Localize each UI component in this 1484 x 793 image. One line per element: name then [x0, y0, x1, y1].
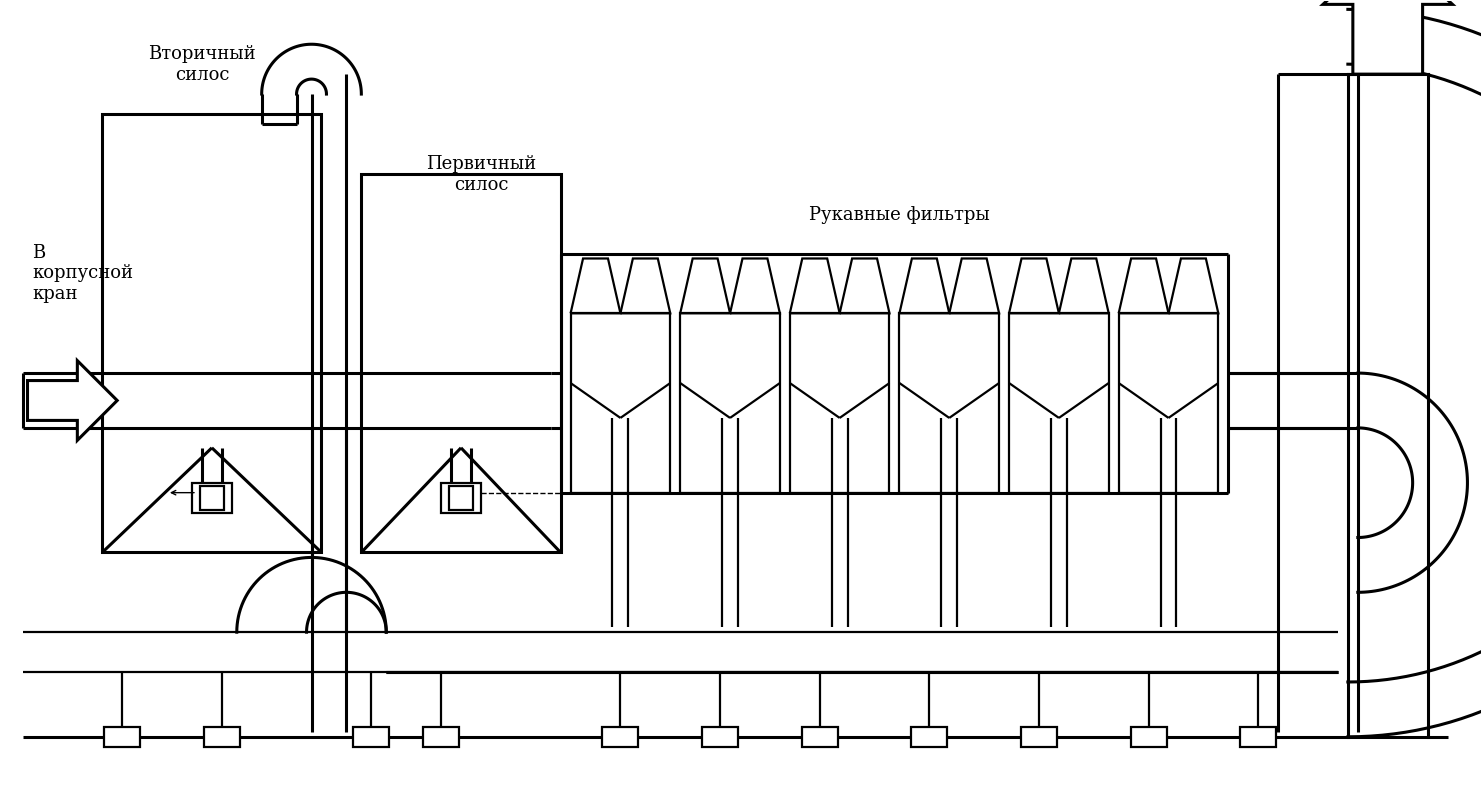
Bar [571, 313, 671, 492]
Bar [102, 114, 322, 553]
Bar [1021, 727, 1057, 747]
Bar [203, 727, 240, 747]
Text: Рукавные фильтры: Рукавные фильтры [809, 205, 990, 224]
Bar [104, 727, 139, 747]
Bar [200, 485, 224, 510]
Bar [450, 485, 473, 510]
Polygon shape [28, 361, 117, 440]
Polygon shape [1322, 0, 1453, 74]
Bar [361, 174, 561, 553]
Bar [353, 727, 389, 747]
Bar [1131, 727, 1166, 747]
Bar [1241, 727, 1276, 747]
Text: В
корпусной
кран: В корпусной кран [33, 243, 134, 303]
Bar [911, 727, 947, 747]
Bar [1119, 313, 1218, 492]
Bar [899, 313, 999, 492]
Bar [702, 727, 738, 747]
Bar [441, 483, 481, 512]
Bar [680, 313, 781, 492]
Bar [603, 727, 638, 747]
Bar [1009, 313, 1109, 492]
Text: Первичный
силос: Первичный силос [426, 155, 536, 193]
Text: Вторичный
силос: Вторичный силос [148, 45, 255, 84]
Bar [423, 727, 459, 747]
Bar [789, 313, 889, 492]
Bar [801, 727, 837, 747]
Bar [191, 483, 232, 512]
